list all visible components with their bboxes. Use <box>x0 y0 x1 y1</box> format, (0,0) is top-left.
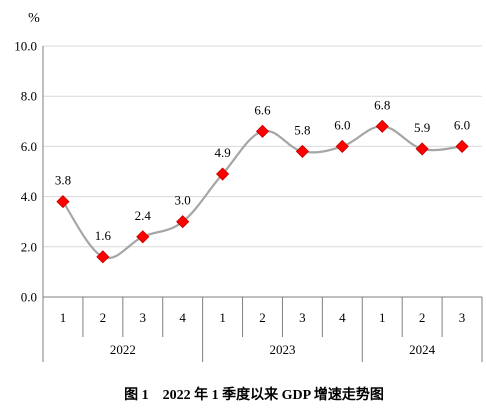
y-tick-label: 6.0 <box>21 139 37 154</box>
data-point-marker <box>335 139 349 153</box>
x-tick-label-year: 2022 <box>110 342 136 357</box>
data-label: 4.9 <box>214 145 230 160</box>
data-label: 6.0 <box>454 117 470 132</box>
data-label: 5.8 <box>294 122 310 137</box>
marker-layer <box>56 119 469 264</box>
y-tick-label: 0.0 <box>21 290 37 305</box>
y-tick-label: 10.0 <box>14 39 37 54</box>
data-label: 6.0 <box>334 117 350 132</box>
data-label: 2.4 <box>135 208 152 223</box>
data-label: 6.8 <box>374 97 390 112</box>
x-tick-label-quarter: 4 <box>179 310 186 325</box>
data-label: 3.8 <box>55 173 71 188</box>
y-tick-label: 4.0 <box>21 189 37 204</box>
x-tick-label-quarter: 3 <box>299 310 306 325</box>
data-label: 3.0 <box>175 193 191 208</box>
x-tick-label-quarter: 2 <box>259 310 266 325</box>
data-point-marker <box>136 230 150 244</box>
data-point-marker <box>176 215 190 229</box>
x-tick-label-quarter: 2 <box>419 310 426 325</box>
data-point-marker <box>295 144 309 158</box>
grid-lines <box>43 45 482 298</box>
data-point-marker <box>375 119 389 133</box>
y-tick-label: 2.0 <box>21 239 37 254</box>
data-point-marker <box>216 167 230 181</box>
data-label: 6.6 <box>254 102 271 117</box>
data-label-layer: 3.8 1.6 2.4 3.0 4.9 6.6 5.8 6.0 6.8 5.9 6.0 <box>55 97 470 243</box>
y-tick-label: 8.0 <box>21 89 37 104</box>
axes: 0.0 2.0 4.0 6.0 8.0 10.0 1 2 3 4 1 2 3 4 1 2 3 2022 2023 20… <box>14 39 483 362</box>
data-label: 5.9 <box>414 120 430 135</box>
x-tick-label-quarter: 3 <box>140 310 147 325</box>
data-point-marker <box>455 139 469 153</box>
data-point-marker <box>415 142 429 156</box>
x-tick-label-quarter: 2 <box>100 310 107 325</box>
chart-caption: 图 1 2022 年 1 季度以来 GDP 增速走势图 <box>124 386 384 403</box>
y-axis-unit: % <box>28 11 40 26</box>
data-point-marker <box>56 195 70 209</box>
x-tick-label-quarter: 3 <box>459 310 466 325</box>
x-tick-label-year: 2024 <box>409 342 436 357</box>
data-point-marker <box>255 124 270 138</box>
x-tick-label-quarter: 4 <box>339 310 346 325</box>
data-point-marker <box>96 250 110 264</box>
data-label: 1.6 <box>95 228 112 243</box>
x-tick-label-year: 2023 <box>269 342 295 357</box>
x-tick-label-quarter: 1 <box>60 310 67 325</box>
x-tick-label-quarter: 1 <box>219 310 226 325</box>
x-tick-label-quarter: 1 <box>379 310 386 325</box>
